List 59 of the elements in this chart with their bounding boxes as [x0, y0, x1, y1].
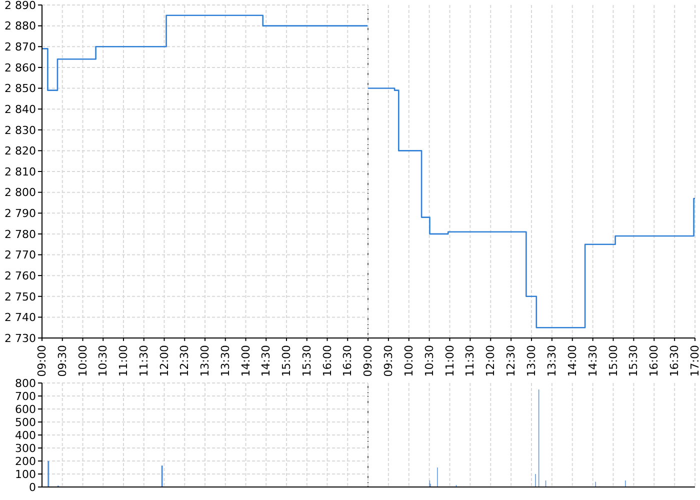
y-tick-label: 2 750 [4, 290, 36, 304]
x-tick-label: 09:30 [382, 345, 395, 377]
x-tick-label: 11:00 [117, 345, 130, 377]
y-tick-label: 100 [15, 468, 36, 481]
x-tick-label: 17:00 [688, 345, 700, 377]
x-tick-label: 11:30 [464, 345, 477, 377]
y-tick-label: 2 810 [4, 165, 36, 178]
y-tick-label: 0 [29, 480, 36, 494]
x-tick-label: 15:00 [606, 345, 620, 377]
y-tick-label: 300 [15, 442, 36, 455]
y-tick-label: 2 860 [4, 61, 36, 74]
x-tick-label: 16:00 [648, 345, 661, 377]
y-tick-label: 700 [15, 390, 36, 403]
x-tick-label: 16:30 [668, 345, 682, 377]
y-tick-label: 2 870 [4, 40, 36, 54]
y-tick-label: 2 780 [4, 228, 36, 241]
x-tick-label: 10:30 [422, 345, 436, 377]
x-tick-label: 15:30 [300, 345, 314, 377]
x-tick-label: 09:30 [56, 345, 69, 377]
y-tick-label: 2 880 [4, 20, 36, 33]
y-tick-label: 2 740 [4, 311, 36, 324]
x-tick-label: 15:00 [280, 345, 293, 377]
x-tick-label: 14:30 [586, 345, 600, 377]
y-tick-label: 400 [15, 428, 36, 442]
x-tick-label: 15:30 [627, 345, 640, 377]
y-tick-label: 2 760 [4, 269, 36, 282]
x-tick-label: 13:30 [218, 345, 232, 377]
y-tick-label: 2 800 [4, 186, 36, 200]
y-tick-label: 2 840 [4, 102, 36, 116]
x-tick-label: 14:30 [260, 345, 273, 377]
x-tick-label: 12:00 [158, 345, 171, 377]
y-tick-label: 2 730 [4, 332, 36, 345]
y-tick-label: 2 790 [4, 207, 36, 220]
x-tick-label: 13:00 [525, 345, 538, 377]
x-tick-label: 13:00 [198, 345, 212, 377]
y-tick-label: 200 [15, 454, 36, 468]
x-tick-label: 14:00 [239, 345, 252, 377]
x-tick-label: 10:30 [96, 345, 110, 377]
x-tick-label: 16:30 [341, 345, 354, 377]
x-tick-label: 11:00 [443, 345, 456, 377]
y-tick-label: 800 [15, 376, 36, 390]
x-tick-label: 09:00 [362, 345, 374, 377]
y-tick-label: 500 [15, 416, 36, 429]
x-tick-label: 11:30 [137, 345, 150, 377]
x-tick-label: 16:00 [320, 345, 334, 377]
x-tick-label: 13:30 [545, 345, 558, 377]
x-tick-label: 09:00 [36, 345, 48, 377]
x-tick-label: 12:00 [484, 345, 498, 377]
x-tick-label: 10:00 [76, 345, 90, 377]
x-tick-label: 12:30 [178, 345, 192, 377]
x-tick-label: 10:00 [402, 345, 416, 377]
x-tick-label: 14:00 [566, 345, 579, 377]
y-tick-label: 2 820 [4, 144, 36, 158]
y-tick-label: 600 [15, 402, 36, 416]
y-tick-label: 2 850 [4, 82, 36, 96]
x-tick-label: 12:30 [504, 345, 518, 377]
y-tick-label: 2 890 [4, 0, 36, 12]
y-tick-label: 2 770 [4, 248, 36, 262]
y-tick-label: 2 830 [4, 124, 36, 137]
